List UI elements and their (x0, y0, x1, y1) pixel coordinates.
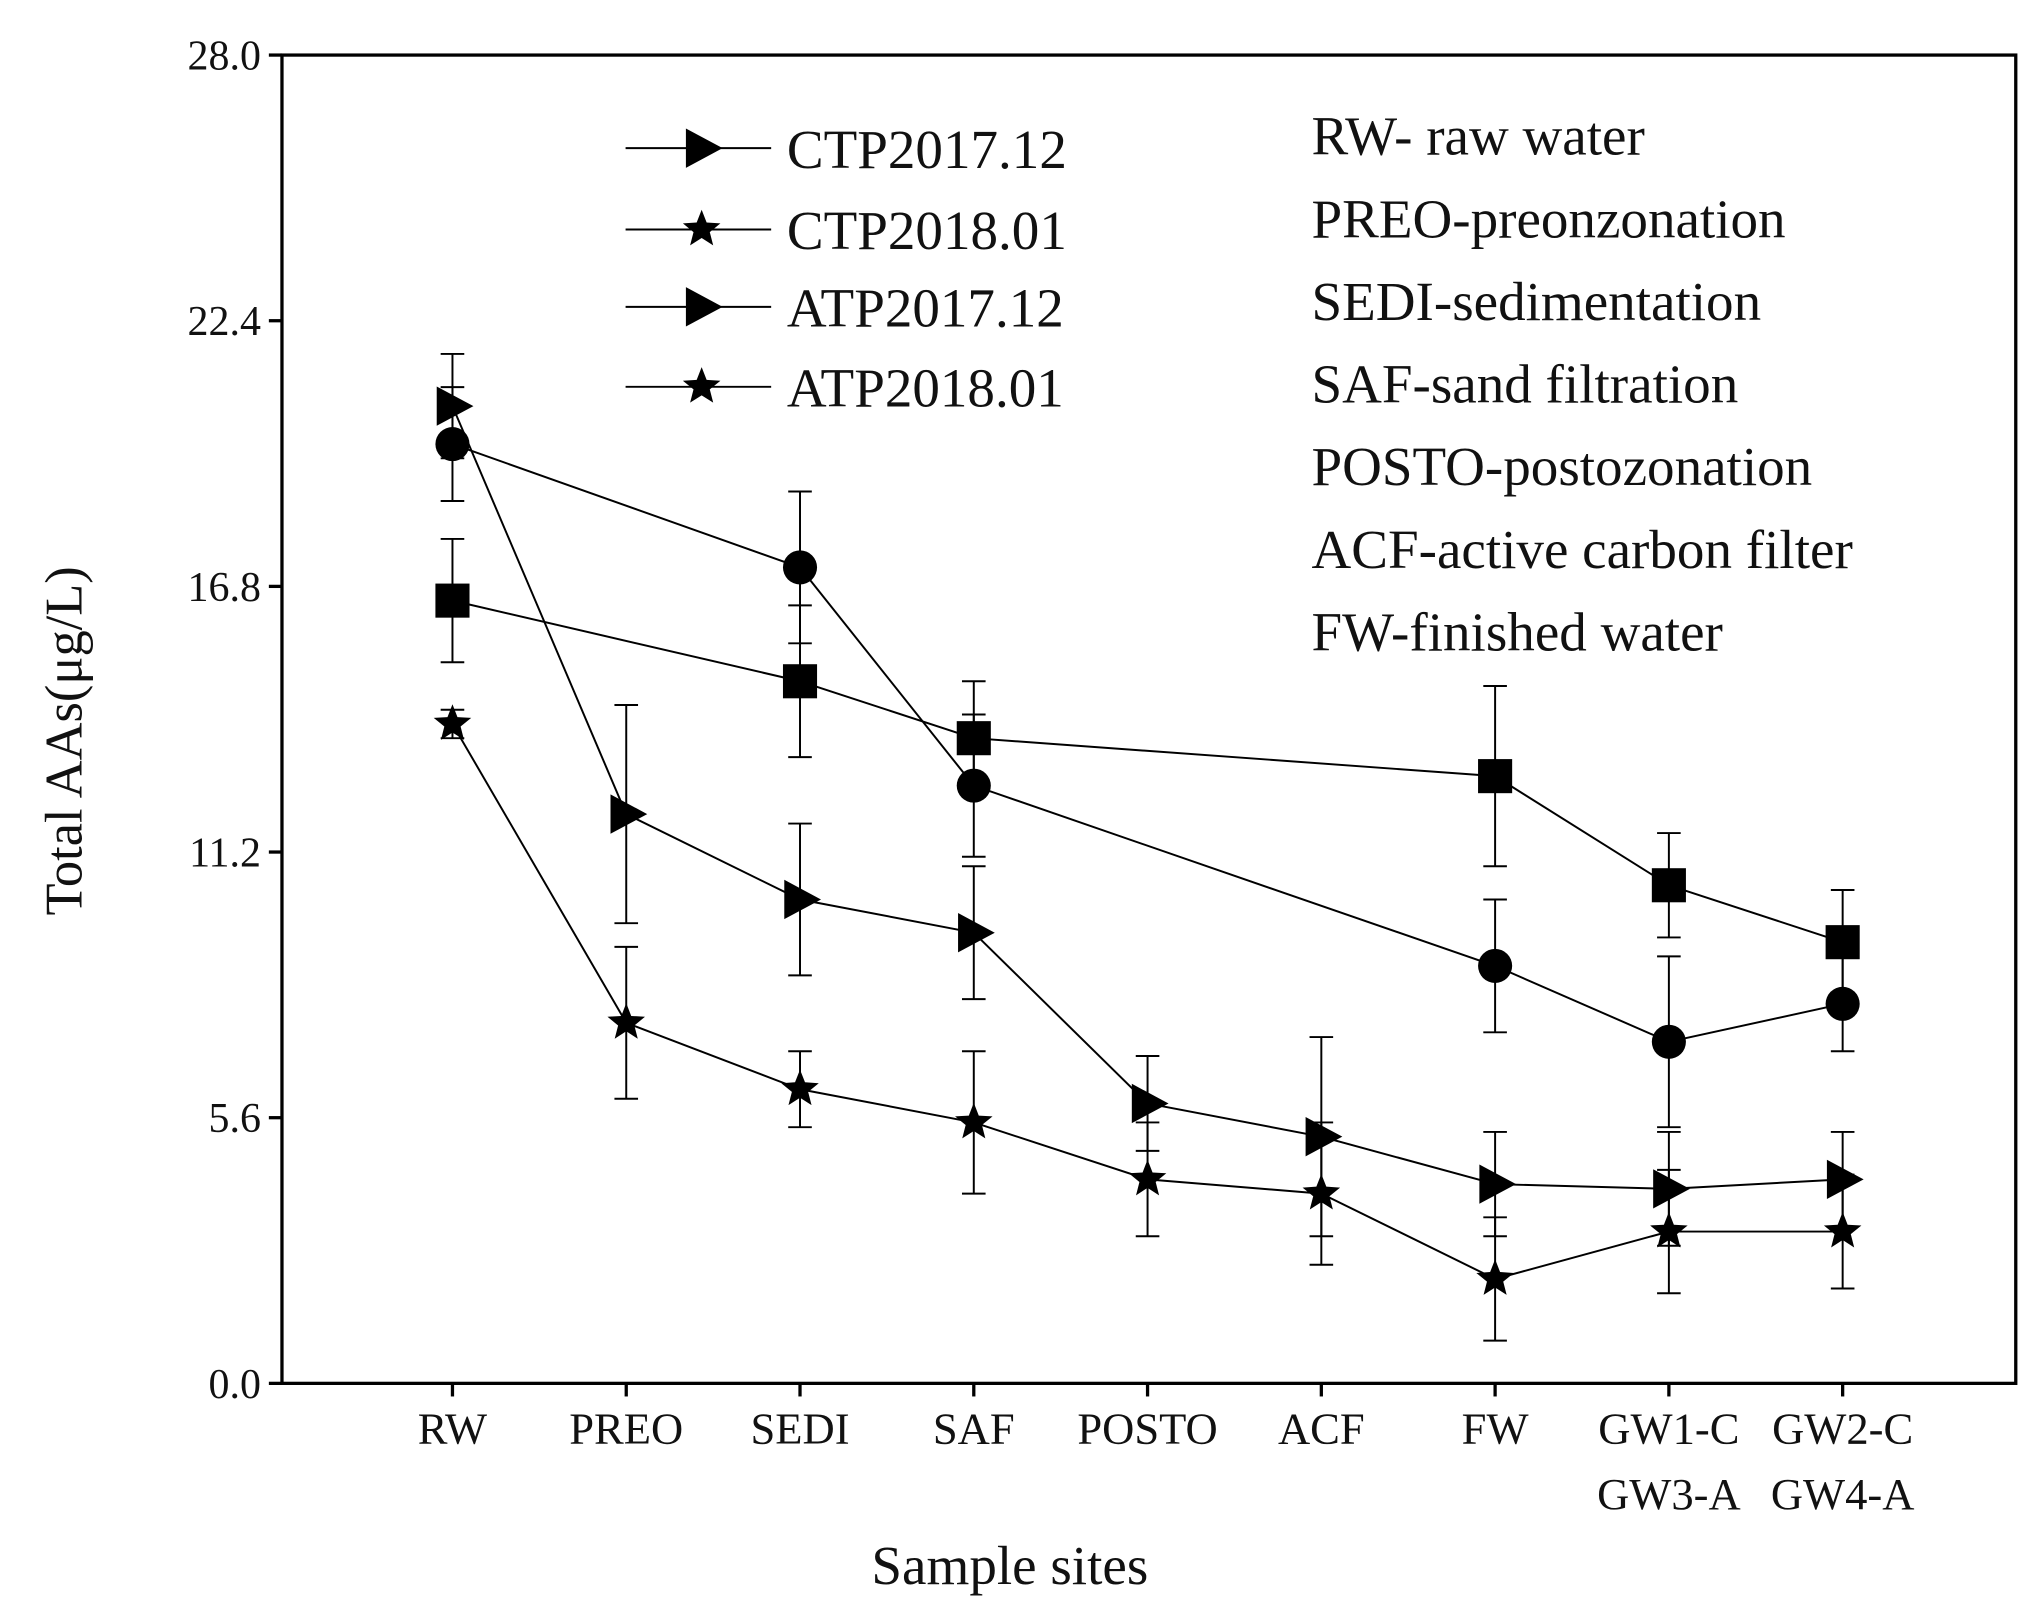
legend-label: CTP2017.12 (787, 119, 1067, 180)
marker (436, 386, 474, 426)
x-tick-label: GW4-A (1771, 1469, 1915, 1519)
marker (955, 1102, 993, 1139)
marker (782, 664, 818, 699)
legend-marker (685, 287, 723, 327)
annotation: PREO-preonzonation (1311, 188, 1785, 249)
x-tick-label: GW2-C (1772, 1404, 1913, 1454)
series-line (1494, 1230, 1670, 1280)
series-line (1494, 775, 1670, 887)
marker (1131, 1083, 1169, 1124)
x-tick-label: PREO (569, 1404, 683, 1454)
series-line (1147, 1102, 1322, 1138)
series-line (973, 737, 1496, 778)
marker (1128, 1159, 1167, 1196)
annotation: FW-finished water (1311, 601, 1722, 662)
marker (435, 583, 470, 618)
legend-label: ATP2018.01 (787, 357, 1064, 418)
series-line (625, 1021, 801, 1091)
marker (1651, 868, 1686, 903)
marker (1825, 925, 1860, 960)
y-axis-title: Total AAs(μg/L) (35, 566, 93, 915)
marker (1478, 948, 1513, 983)
marker (1825, 986, 1860, 1021)
marker (607, 1003, 645, 1039)
series-line (1147, 1178, 1322, 1195)
y-tick-label: 11.2 (189, 830, 261, 876)
marker (1302, 1173, 1341, 1210)
legend-label: CTP2018.01 (787, 200, 1067, 261)
legend-marker (682, 209, 721, 246)
series-line (1668, 1002, 1843, 1043)
legend-marker (682, 367, 721, 403)
x-tick-label: FW (1462, 1404, 1529, 1454)
series-line (973, 784, 1496, 967)
y-tick-label: 5.6 (209, 1096, 261, 1142)
marker (610, 794, 648, 834)
series-line (799, 898, 974, 934)
series-line (799, 1088, 974, 1124)
marker (1823, 1211, 1862, 1248)
series-line (1668, 1178, 1843, 1190)
legend-label: ATP2017.12 (787, 278, 1064, 339)
marker (784, 879, 821, 920)
marker (956, 768, 991, 803)
y-tick-label: 16.8 (188, 565, 261, 611)
series-line (973, 931, 1149, 1105)
x-axis-title: Sample sites (871, 1535, 1148, 1596)
series-line (452, 443, 801, 569)
x-tick-label: SAF (933, 1404, 1015, 1454)
marker (1479, 1164, 1517, 1204)
series-line (451, 723, 628, 1024)
x-tick-label: SEDI (750, 1404, 849, 1454)
marker (433, 704, 472, 740)
marker (1476, 1259, 1514, 1295)
series-line (1494, 964, 1670, 1043)
annotation: RW- raw water (1311, 106, 1644, 167)
marker (1651, 1024, 1686, 1059)
x-tick-label: GW1-C (1598, 1404, 1739, 1454)
marker (1478, 759, 1513, 794)
y-tick-label: 28.0 (188, 33, 261, 79)
annotation: SEDI-sedimentation (1311, 271, 1761, 332)
marker (1653, 1169, 1690, 1209)
series-line (625, 813, 801, 901)
marker (1305, 1117, 1343, 1157)
series-line (452, 599, 801, 683)
y-tick-label: 22.4 (188, 299, 261, 345)
annotation: ACF-active carbon filter (1311, 519, 1852, 580)
legend-marker (685, 128, 723, 168)
series-line (799, 566, 975, 787)
annotation: SAF-sand filtration (1311, 354, 1738, 415)
series-line (1495, 1183, 1669, 1190)
series-line (799, 680, 975, 740)
marker (1650, 1211, 1688, 1248)
x-tick-label: ACF (1278, 1404, 1365, 1454)
x-tick-label: POSTO (1077, 1404, 1217, 1454)
series-line (451, 405, 628, 815)
marker (782, 550, 818, 585)
series-line (1321, 1135, 1496, 1186)
marker (1826, 1159, 1864, 1200)
series-line (1320, 1192, 1496, 1280)
x-tick-label: GW3-A (1597, 1469, 1741, 1519)
annotation: POSTO-postozonation (1311, 436, 1812, 497)
series-line (973, 1121, 1148, 1181)
series-line (1668, 884, 1843, 944)
marker (958, 913, 995, 953)
marker (781, 1069, 819, 1106)
y-tick-label: 0.0 (209, 1362, 261, 1408)
x-tick-label: RW (418, 1404, 487, 1454)
